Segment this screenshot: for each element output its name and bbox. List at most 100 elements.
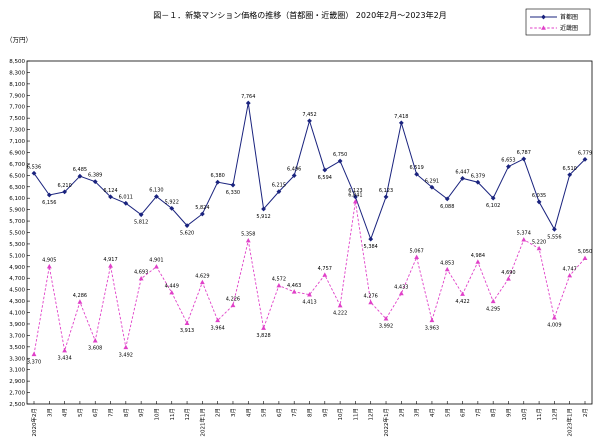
- x-tick-label: 10月: [337, 408, 344, 421]
- data-label: 4,690: [501, 270, 515, 276]
- data-point-diamond: [567, 172, 573, 178]
- series-line-kinki: [33, 201, 586, 355]
- data-point-triangle: [490, 298, 496, 304]
- data-label: 3,963: [425, 325, 439, 331]
- data-point-diamond: [307, 118, 312, 124]
- data-label: 4,276: [364, 293, 378, 299]
- x-tick-label: 9月: [322, 408, 329, 417]
- data-point-diamond: [521, 156, 527, 162]
- data-point-triangle: [536, 245, 542, 251]
- y-tick-label: 7,500: [9, 116, 25, 122]
- x-tick-label: 6月: [276, 408, 283, 417]
- y-tick-label: 7,900: [9, 93, 25, 99]
- data-point-diamond: [245, 100, 251, 106]
- data-point-diamond: [92, 179, 98, 185]
- data-point-triangle: [475, 259, 481, 264]
- data-label: 5,067: [409, 248, 423, 254]
- data-point-triangle: [322, 272, 328, 277]
- x-tick-label: 8月: [490, 408, 497, 417]
- y-tick-label: 5,900: [9, 208, 25, 214]
- x-tick-label: 2021年1月: [198, 408, 206, 437]
- x-tick-label: 2023年1月: [566, 408, 574, 437]
- data-point-diamond: [398, 120, 404, 126]
- y-tick-label: 7,100: [9, 139, 25, 145]
- legend-label: 近畿圏: [560, 24, 578, 32]
- x-tick-label: 2020年2月: [30, 408, 38, 437]
- y-tick-label: 6,100: [9, 196, 25, 202]
- data-point-triangle: [77, 299, 83, 304]
- data-label: 6,330: [226, 190, 240, 196]
- y-tick-label: 4,900: [9, 265, 25, 271]
- data-label: 3,964: [211, 325, 225, 331]
- data-label: 5,620: [180, 231, 194, 237]
- data-point-triangle: [521, 237, 527, 242]
- x-tick-label: 10月: [153, 408, 160, 421]
- data-point-triangle: [92, 338, 98, 343]
- data-point-triangle: [276, 282, 282, 288]
- data-label: 4,463: [287, 283, 301, 289]
- x-tick-label: 4月: [62, 408, 69, 417]
- x-tick-label: 5月: [444, 408, 451, 417]
- data-point-diamond: [62, 189, 68, 195]
- data-point-diamond: [46, 192, 52, 198]
- legend-box: [525, 8, 591, 36]
- data-point-diamond: [199, 211, 205, 217]
- data-point-triangle: [368, 299, 374, 305]
- data-point-diamond: [123, 200, 129, 206]
- x-tick-label: 8月: [307, 408, 314, 417]
- y-tick-label: 8,100: [9, 82, 25, 88]
- data-point-diamond: [337, 158, 343, 164]
- data-label: 5,050: [578, 249, 592, 255]
- data-label: 5,812: [134, 220, 148, 226]
- data-label: 5,384: [364, 244, 378, 250]
- data-label: 6,653: [501, 158, 515, 164]
- data-point-triangle: [154, 264, 159, 269]
- data-point-diamond: [169, 205, 175, 211]
- data-label: 4,693: [134, 270, 148, 276]
- x-tick-label: 11月: [169, 408, 176, 421]
- legend-marker-triangle: [541, 25, 546, 30]
- data-point-triangle: [307, 292, 312, 297]
- y-tick-label: 7,300: [9, 128, 25, 134]
- data-point-triangle: [551, 315, 557, 320]
- data-label: 4,009: [547, 323, 561, 329]
- x-tick-label: 12月: [551, 408, 558, 421]
- x-tick-label: 9月: [505, 408, 512, 417]
- data-point-triangle: [31, 351, 37, 357]
- y-tick-label: 3,500: [9, 345, 25, 351]
- y-axis-unit: （万円）: [6, 36, 32, 44]
- x-tick-label: 5月: [261, 408, 268, 417]
- x-tick-label: 4月: [429, 408, 436, 417]
- x-tick-label: 5月: [77, 408, 84, 417]
- y-tick-label: 2,900: [9, 379, 25, 385]
- y-tick-label: 5,500: [9, 231, 25, 237]
- x-tick-label: 3月: [414, 408, 421, 417]
- data-point-triangle: [169, 289, 175, 295]
- data-label: 6,123: [348, 188, 362, 194]
- data-label: 4,286: [73, 293, 87, 299]
- x-tick-label: 7月: [475, 408, 482, 417]
- data-point-diamond: [322, 167, 328, 173]
- data-point-diamond: [215, 179, 221, 185]
- data-point-diamond: [506, 164, 511, 169]
- data-label: 6,041: [348, 193, 362, 199]
- x-tick-label: 2月: [398, 408, 405, 417]
- data-label: 6,156: [42, 200, 56, 206]
- data-point-diamond: [108, 194, 113, 200]
- data-label: 4,629: [195, 273, 209, 279]
- data-point-triangle: [582, 255, 588, 261]
- data-label: 6,088: [440, 204, 454, 210]
- x-tick-label: 11月: [536, 408, 543, 421]
- data-point-diamond: [475, 179, 481, 185]
- data-label: 4,757: [318, 266, 332, 272]
- y-tick-label: 7,700: [9, 105, 25, 111]
- data-point-triangle: [444, 266, 450, 272]
- data-point-triangle: [46, 263, 52, 269]
- data-point-triangle: [184, 320, 190, 326]
- data-label: 3,608: [88, 346, 102, 352]
- data-label: 3,828: [256, 333, 270, 339]
- x-tick-label: 7月: [291, 408, 298, 417]
- data-label: 5,358: [241, 232, 255, 238]
- data-label: 4,295: [486, 306, 500, 312]
- data-point-triangle: [62, 348, 68, 353]
